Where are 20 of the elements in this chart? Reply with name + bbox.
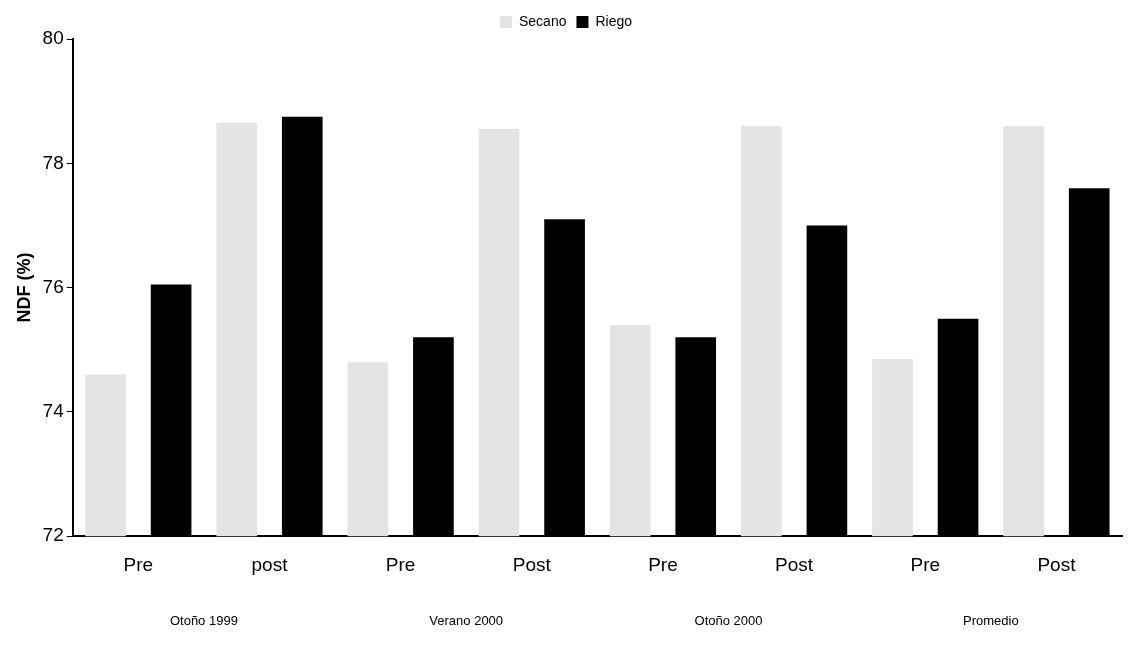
- y-tick-label: 80: [42, 27, 64, 49]
- y-tick-label: 76: [42, 275, 64, 297]
- x-tick-label: Post: [512, 553, 552, 575]
- text: Otoño 1999: [169, 612, 238, 628]
- x-tick-label: Pre: [123, 553, 154, 575]
- x-tick-label: Post: [775, 553, 814, 575]
- y-axis-title: NDF (%): [13, 252, 34, 323]
- x-tick-label: Pre: [648, 553, 678, 575]
- y-tick-label: 78: [42, 151, 64, 173]
- x-tick-label: Post: [1037, 553, 1077, 575]
- x-tick-label: post: [251, 553, 289, 575]
- y-tick-label: 72: [42, 524, 64, 546]
- x-tick-label: Pre: [385, 553, 416, 575]
- text: Verano 2000: [429, 612, 504, 628]
- text: Otoño 2000: [694, 612, 763, 628]
- y-tick-label: 74: [42, 400, 65, 422]
- x-tick-label: Pre: [910, 553, 941, 575]
- text: Promedio: [963, 612, 1019, 628]
- legend-label: Riego: [595, 12, 633, 29]
- legend-label: Secano: [518, 12, 567, 29]
